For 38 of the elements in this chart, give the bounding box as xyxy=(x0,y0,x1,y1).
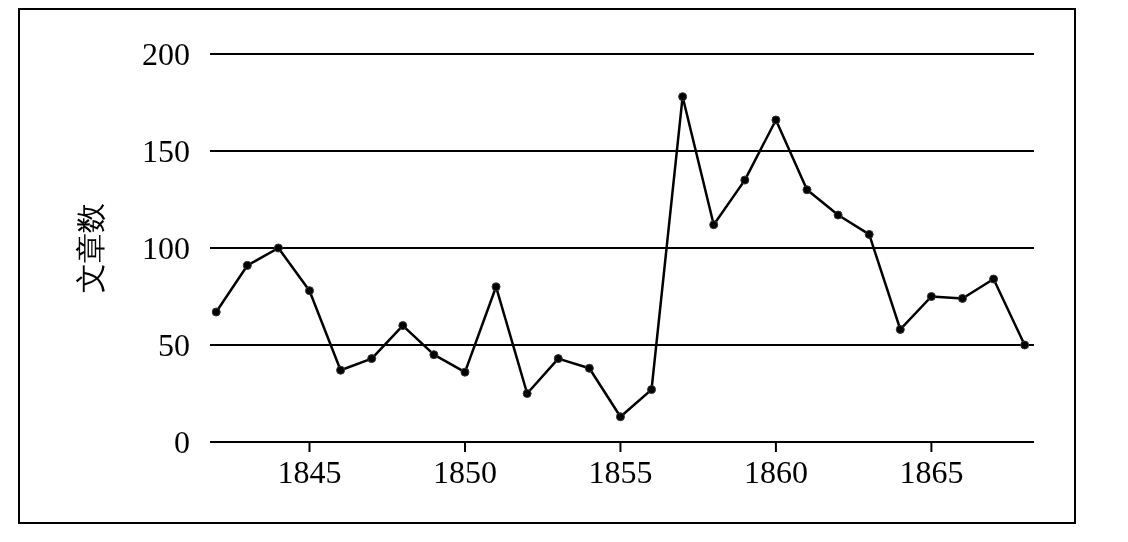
x-tick-label: 1860 xyxy=(743,453,808,490)
point xyxy=(864,229,874,239)
y-tick-label: 50 xyxy=(158,327,190,364)
x-tick-label: 1845 xyxy=(277,453,342,490)
point xyxy=(242,260,252,270)
point xyxy=(273,243,283,253)
point xyxy=(460,367,470,377)
point xyxy=(771,115,781,125)
x-tick-label: 1855 xyxy=(588,453,653,490)
y-tick-label: 150 xyxy=(142,133,190,170)
point xyxy=(1020,340,1030,350)
point xyxy=(429,350,439,360)
point xyxy=(957,293,967,303)
point xyxy=(895,324,905,334)
y-tick-label: 200 xyxy=(142,36,190,73)
point xyxy=(833,210,843,220)
point xyxy=(336,365,346,375)
y-tick-label: 100 xyxy=(142,230,190,267)
point xyxy=(678,92,688,102)
point xyxy=(522,389,532,398)
point xyxy=(305,286,314,296)
point xyxy=(491,282,501,292)
point xyxy=(615,412,625,422)
point xyxy=(709,220,719,230)
point xyxy=(398,321,408,331)
y-axis-title: 文章数 xyxy=(72,203,108,293)
point xyxy=(740,175,750,185)
point xyxy=(367,354,377,364)
point xyxy=(211,307,221,317)
y-tick-label: 0 xyxy=(174,424,190,461)
point xyxy=(647,385,657,395)
point xyxy=(989,274,999,284)
x-tick-label: 1850 xyxy=(432,453,497,490)
point xyxy=(584,363,594,373)
point xyxy=(553,354,563,364)
point xyxy=(802,185,812,195)
point xyxy=(926,292,936,301)
x-tick-label: 1865 xyxy=(899,453,964,490)
